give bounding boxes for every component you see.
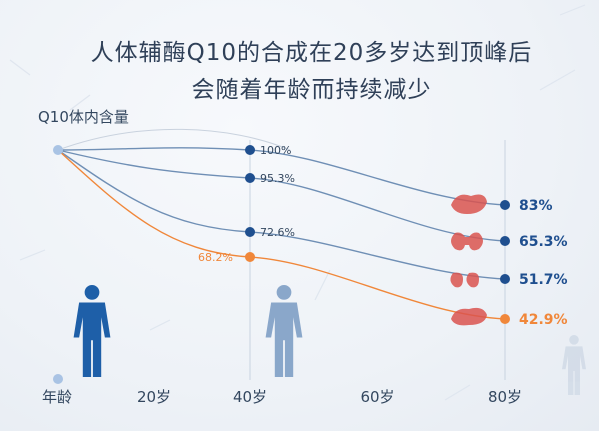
x-tick-20: 20岁 bbox=[137, 388, 171, 406]
series-line-lungs bbox=[57, 149, 506, 280]
data-labels: 100% 83% 95.3% 65.3% 72.6% 51.7% 68.2% 42.9% bbox=[198, 144, 568, 328]
x-tick-80: 80岁 bbox=[488, 388, 522, 406]
background-decoration bbox=[9, 4, 586, 401]
x-tick-40: 40岁 bbox=[233, 388, 267, 406]
y-axis-label: Q10体内含量 bbox=[38, 108, 129, 126]
marker-mid-liver bbox=[245, 173, 255, 183]
mid-label-heart: 100% bbox=[260, 144, 291, 157]
human-figures bbox=[73, 285, 586, 395]
axis-origin-marker bbox=[53, 374, 63, 384]
chart-title-line2: 会随着年龄而持续减少 bbox=[191, 77, 432, 103]
chart-title-line1: 人体辅酶Q10的合成在20多岁达到顶峰后 bbox=[90, 40, 533, 66]
marker-mid-lungs bbox=[245, 227, 255, 237]
x-tick-60: 60岁 bbox=[360, 388, 394, 406]
x-axis-label: 年龄 bbox=[42, 388, 72, 406]
human-figure-middle bbox=[265, 285, 303, 377]
mid-label-kidney: 68.2% bbox=[198, 251, 233, 264]
mid-label-lungs: 72.6% bbox=[260, 226, 295, 239]
series-line-liver bbox=[57, 149, 506, 242]
human-figure-young bbox=[73, 285, 111, 377]
marker-end-liver bbox=[500, 236, 510, 246]
human-figure-middle-body bbox=[265, 302, 303, 377]
human-figure-young-body bbox=[73, 302, 111, 377]
mid-label-liver: 95.3% bbox=[260, 172, 295, 185]
end-label-liver: 65.3% bbox=[519, 234, 568, 250]
series-markers bbox=[53, 145, 510, 324]
arc-decoration bbox=[57, 128, 291, 151]
marker-end-kidney bbox=[500, 314, 510, 324]
heart-icon bbox=[451, 194, 487, 214]
series-line-heart bbox=[57, 147, 506, 206]
marker-mid-kidney bbox=[245, 252, 255, 262]
human-figure-old-body bbox=[561, 346, 586, 395]
human-figure-middle-head bbox=[276, 285, 292, 300]
marker-start bbox=[53, 145, 63, 155]
kidney-icon bbox=[451, 307, 487, 326]
end-label-kidney: 42.9% bbox=[519, 312, 568, 328]
human-figure-young-head bbox=[84, 285, 100, 300]
marker-mid-heart bbox=[245, 145, 255, 155]
human-figure-old bbox=[561, 335, 586, 395]
marker-end-heart bbox=[500, 200, 510, 210]
organ-icons bbox=[450, 194, 487, 326]
end-label-heart: 83% bbox=[519, 198, 553, 214]
human-figure-old-head bbox=[569, 335, 579, 345]
lungs-icon bbox=[450, 272, 479, 288]
marker-end-lungs bbox=[500, 274, 510, 284]
liver-icon bbox=[451, 232, 483, 251]
end-label-lungs: 51.7% bbox=[519, 272, 568, 288]
